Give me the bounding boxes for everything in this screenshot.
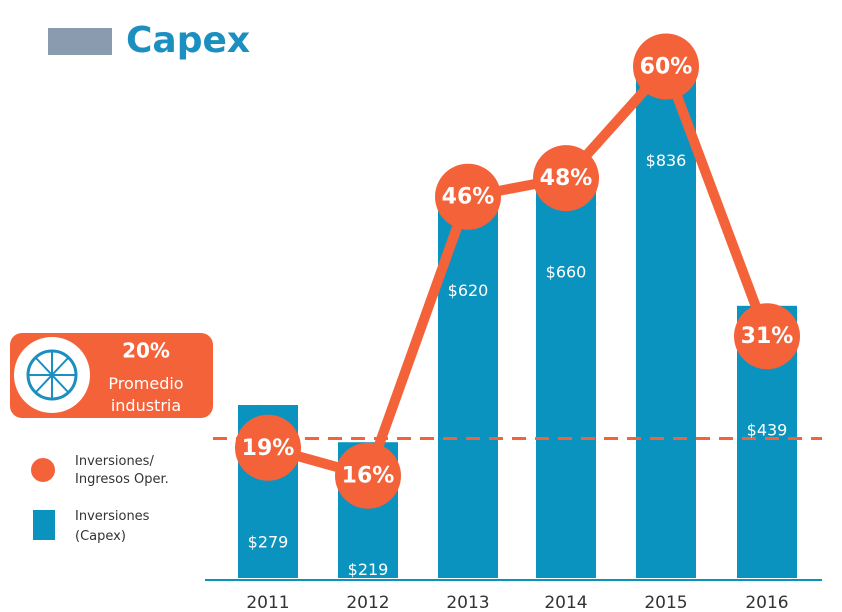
ratio-label: 48%	[540, 166, 593, 191]
title-swatch	[48, 28, 112, 55]
bar-value-label: $279	[248, 532, 289, 551]
ratio-marker	[633, 33, 699, 100]
ratio-label: 16%	[342, 464, 395, 489]
bar-value-label: $660	[546, 263, 587, 282]
x-tick-label: 2013	[446, 593, 489, 612]
bar-value-label: $620	[448, 281, 489, 300]
legend-label-line: Inversiones	[75, 509, 150, 524]
legend-label-line: (Capex)	[75, 529, 126, 544]
bar-value-label: $219	[348, 560, 389, 579]
reference-name: Promedio industria	[108, 374, 183, 415]
bar	[536, 168, 596, 579]
ratio-marker	[734, 303, 800, 370]
x-tick-label: 2014	[544, 593, 587, 612]
legend-label: Inversiones (Capex)	[75, 509, 150, 544]
reference-name-line: industria	[111, 396, 181, 415]
reference-label: 20%	[122, 339, 170, 363]
bar-value-label: $836	[646, 151, 687, 170]
ratio-marker	[235, 414, 301, 481]
x-tick-label: 2011	[246, 593, 289, 612]
legend-label: Inversiones/Ingresos Oper.	[75, 454, 169, 487]
ratio-marker	[533, 145, 599, 212]
reference-name-line: Promedio	[108, 374, 183, 393]
x-tick-label: 2012	[346, 593, 389, 612]
legend-swatch	[31, 458, 55, 482]
ratio-label: 46%	[442, 185, 495, 210]
ratio-label: 60%	[640, 55, 693, 80]
ratio-marker	[435, 163, 501, 230]
legend-swatch	[33, 510, 55, 540]
x-tick-label: 2015	[644, 593, 687, 612]
ratio-label: 19%	[242, 436, 295, 461]
reference-icon-lines	[28, 351, 76, 399]
x-tick-label: 2016	[745, 593, 788, 612]
ratio-label: 31%	[741, 324, 794, 349]
legend-label-line: Ingresos Oper.	[75, 472, 169, 487]
bar-value-label: $439	[747, 421, 788, 440]
bar	[636, 59, 696, 579]
chart-title: Capex	[126, 20, 250, 61]
ratio-marker	[335, 442, 401, 509]
legend-label-line: Inversiones/	[75, 454, 154, 469]
